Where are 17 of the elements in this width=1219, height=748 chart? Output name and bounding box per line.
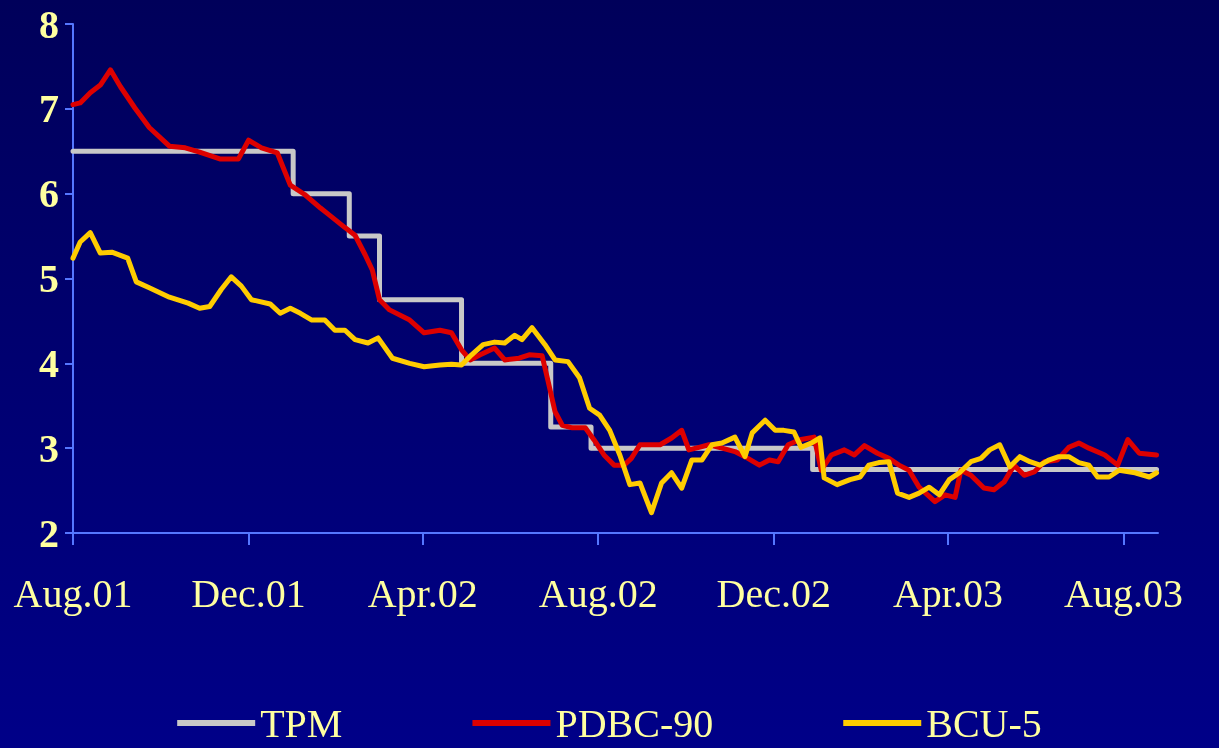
legend-label: TPM	[260, 700, 343, 746]
legend-label: PDBC-90	[555, 700, 714, 746]
y-tick-label: 6	[39, 171, 59, 217]
x-tick-label: Aug.01	[13, 570, 133, 616]
y-tick-label: 8	[39, 1, 59, 47]
x-tick-label: Apr.03	[892, 570, 1003, 616]
x-tick-label: Dec.01	[191, 570, 306, 616]
x-tick-label: Apr.02	[367, 570, 478, 616]
y-tick-label: 5	[39, 256, 59, 301]
x-tick-label: Aug.03	[1064, 570, 1183, 616]
legend-label: BCU-5	[926, 700, 1042, 746]
x-tick-label: Dec.02	[716, 570, 831, 616]
y-tick-label: 7	[39, 86, 59, 132]
y-tick-label: 2	[39, 510, 59, 556]
y-tick-label: 4	[39, 340, 59, 386]
x-tick-label: Aug.02	[538, 570, 658, 616]
y-tick-label: 3	[39, 425, 59, 471]
